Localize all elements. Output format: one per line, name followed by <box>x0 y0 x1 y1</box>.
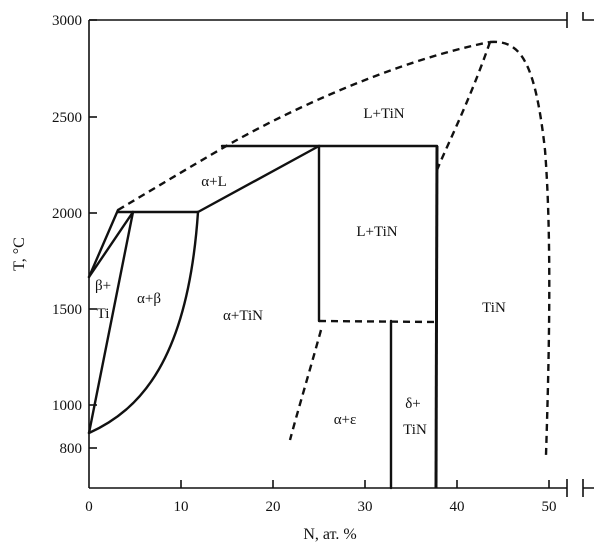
x-axis-title: N, ат. % <box>303 526 356 543</box>
x-tick-label: 40 <box>450 499 465 515</box>
x-tick-label: 20 <box>266 499 281 515</box>
region-label-alpha-epsilon: α+ε <box>334 412 357 428</box>
x-tick-label: 30 <box>358 499 373 515</box>
y-tick-label: 2500 <box>52 110 82 126</box>
region-label-alpha-l: α+L <box>201 174 226 190</box>
region-label-beta-ti: Ti <box>97 306 110 322</box>
region-label-alpha-beta: α+β <box>137 291 161 307</box>
x-tick-label: 10 <box>174 499 189 515</box>
region-label-l-tin-top: L+TiN <box>363 106 404 122</box>
y-tick-label: 2000 <box>52 206 82 222</box>
y-tick-label: 3000 <box>52 13 82 29</box>
region-label-delta-tin: δ+ <box>405 396 421 412</box>
y-axis-ticks <box>89 19 97 449</box>
region-label-delta-tin: TiN <box>403 422 427 438</box>
region-label-alpha-tin: α+TiN <box>223 308 263 324</box>
y-tick-label: 800 <box>60 441 83 457</box>
region-label-tin: TiN <box>482 300 506 316</box>
x-tick-label: 0 <box>85 499 93 515</box>
y-tick-label: 1500 <box>52 302 82 318</box>
y-axis-title: T, °C <box>11 237 28 271</box>
y-tick-label: 1000 <box>52 398 82 414</box>
solid-phase-boundaries <box>87 144 439 490</box>
plot-frame <box>88 12 594 497</box>
x-axis-ticks <box>180 480 550 488</box>
dashed-phase-boundaries <box>117 40 551 456</box>
tin-boundary-line <box>434 145 439 489</box>
region-label-l-tin-middle: L+TiN <box>356 224 397 240</box>
x-tick-label: 50 <box>542 499 557 515</box>
region-label-beta-ti: β+ <box>95 278 111 294</box>
